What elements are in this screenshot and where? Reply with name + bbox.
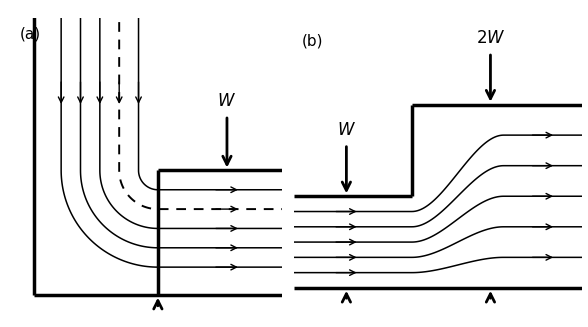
Text: $W$: $W$ [218,92,236,110]
Text: (a): (a) [20,27,41,42]
Text: (b): (b) [302,34,323,49]
Text: $2W$: $2W$ [476,29,505,47]
Text: $W$: $W$ [337,121,356,139]
